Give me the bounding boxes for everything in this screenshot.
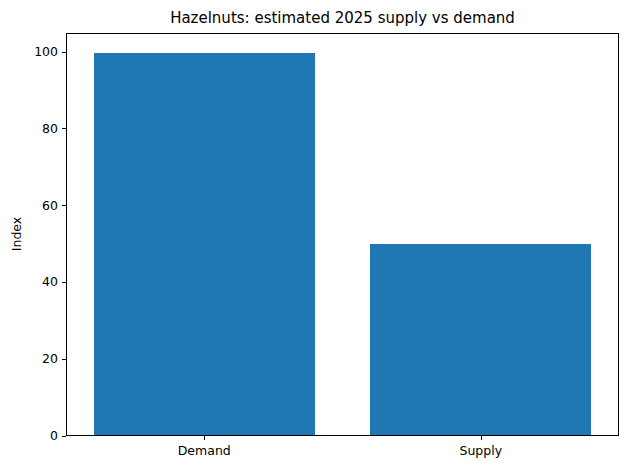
- y-tick-mark: [62, 128, 66, 129]
- chart-title: Hazelnuts: estimated 2025 supply vs dema…: [66, 9, 619, 27]
- plot-area: [66, 33, 619, 436]
- y-tick-label: 80: [0, 123, 58, 136]
- bar-supply: [370, 244, 591, 435]
- y-tick-mark: [62, 282, 66, 283]
- y-axis-label: Index: [9, 217, 24, 251]
- x-tick-label-supply: Supply: [459, 443, 502, 458]
- y-tick-label: 60: [0, 200, 58, 213]
- bar-demand: [94, 53, 315, 435]
- y-tick-label: 40: [0, 276, 58, 289]
- y-tick-mark: [62, 205, 66, 206]
- y-tick-label: 100: [0, 46, 58, 59]
- y-tick-mark: [62, 436, 66, 437]
- x-tick-mark: [481, 436, 482, 440]
- x-tick-mark: [204, 436, 205, 440]
- y-tick-mark: [62, 359, 66, 360]
- figure: Hazelnuts: estimated 2025 supply vs dema…: [0, 0, 630, 470]
- x-tick-label-demand: Demand: [178, 443, 231, 458]
- y-tick-mark: [62, 52, 66, 53]
- y-tick-label: 20: [0, 353, 58, 366]
- y-tick-label: 0: [0, 430, 58, 443]
